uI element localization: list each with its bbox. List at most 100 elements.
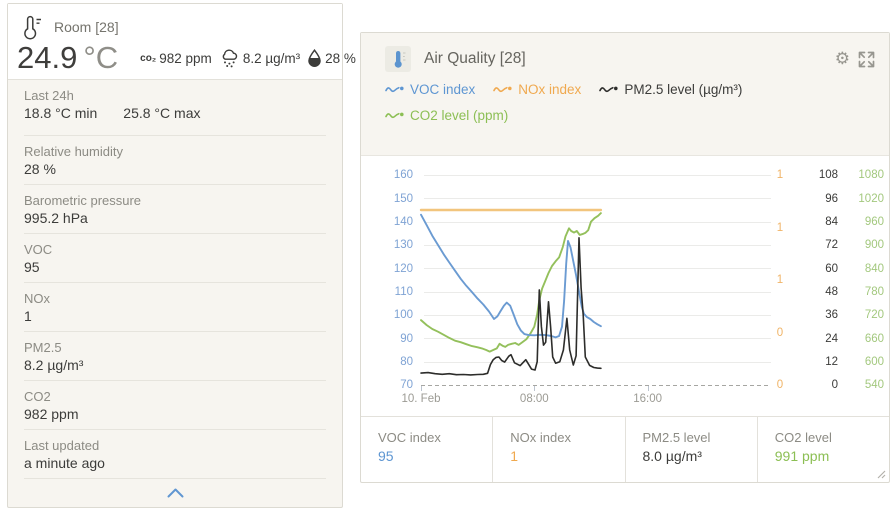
pm25-axis-tick: 12 [825,355,838,368]
summary-label: VOC index [378,430,441,446]
co2-axis-tick: 540 [864,379,884,392]
x-axis-tickmark [647,385,649,392]
co2-axis-tick: 780 [864,285,884,298]
room-stat-value: 982 ppm [159,50,212,66]
series-co2 [420,212,602,353]
detail-value: 1 [24,308,32,324]
detail-row-value: 1 [24,307,326,326]
legend-label: NOx index [518,82,582,97]
voc-axis-tick: 140 [393,215,413,228]
legend-item[interactable]: CO2 level (ppm) [385,108,508,123]
detail-row-value: 18.8 °C min 25.8 °C max [24,104,326,123]
summary-label: NOx index [510,430,571,446]
detail-value: 8.2 µg/m³ [24,357,84,373]
air-quality-chart[interactable]: 160 150 140 130 120 110 100 90 80 70 1 1 1 0 0 108 96 84 7… [361,156,889,417]
room-stat: co₂ 982 ppm [140,51,212,66]
summary-value: 991 ppm [774,448,830,465]
x-axis-tick: 10. Feb [401,393,441,406]
detail-value-max: 25.8 °C max [123,105,201,121]
legend-item[interactable]: NOx index [493,82,581,97]
co2-icon: co₂ [140,52,157,64]
detail-row-label: Relative humidity [24,144,123,159]
x-axis-tickmark [421,385,422,392]
detail-row-label: Last updated [24,438,100,453]
nox-axis-tick: 1 [776,221,784,234]
voc-axis-tick: 70 [400,379,413,392]
detail-value: 28 % [24,161,56,177]
detail-row-value: a minute ago [24,454,326,473]
voc-axis-tick: 110 [394,285,413,298]
nox-axis-tick: 0 [776,379,784,392]
legend-item[interactable]: VOC index [385,82,475,97]
pm25-axis-tick: 36 [825,309,838,322]
voc-axis-tick: 90 [400,332,413,345]
series-pm25 [420,237,602,376]
detail-row-label: Barometric pressure [24,193,142,208]
summary-cell: VOC index 95 [361,417,492,482]
x-axis-tick: 08:00 [519,393,549,406]
legend-row-1: VOC index NOx index PM2.5 level (µg/m³) [385,82,875,97]
legend-label: CO2 level (ppm) [410,108,509,123]
resize-handle[interactable] [877,470,886,479]
detail-value: 995.2 hPa [24,210,88,226]
detail-row-value: 28 % [24,160,326,179]
summary-cell: NOx index 1 [492,417,624,482]
detail-row-value: 95 [24,258,326,277]
detail-value: 95 [24,259,40,275]
summary-value: 1 [510,448,519,465]
detail-row: VOC 95 [24,234,326,283]
nox-axis-tick: 1 [776,274,784,287]
detail-row-value: 8.2 µg/m³ [24,356,326,375]
air-quality-title: Air Quality [28] [424,50,526,67]
wave-icon [493,84,513,95]
detail-row: Barometric pressure 995.2 hPa [24,185,326,234]
collapse-button[interactable] [8,479,342,507]
wave-icon [385,110,405,121]
voc-axis-tick: 100 [393,309,413,322]
room-stat: 8.2 µg/m³ [219,48,300,68]
detail-row: Relative humidity 28 % [24,136,326,185]
air-quality-header: Air Quality [28] ⚙ VOC index NOx index PM2… [361,33,889,157]
pm25-axis-tick: 108 [818,169,838,182]
detail-row: PM2.5 8.2 µg/m³ [24,332,326,381]
detail-row-label: VOC [24,242,53,257]
room-rows: Last 24h 18.8 °C min 25.8 °C max Relative h… [8,80,342,479]
co2-axis-tick: 600 [864,355,884,368]
detail-row-label: NOx [24,291,50,306]
voc-axis-tick: 160 [393,169,413,182]
co2-axis-tick: 720 [864,309,884,322]
expand-icon[interactable] [858,51,875,68]
legend-row-2: CO2 level (ppm) [385,108,875,123]
thermometer-badge-icon [385,46,411,72]
summary-label: PM2.5 level [642,430,711,446]
legend-item[interactable]: PM2.5 level (µg/m³) [599,82,742,97]
nox-axis-tick: 1 [776,169,784,182]
room-card: Room [28] 24.9 °C co₂ 982 ppm 8.2 µg/m³ 28 %… [7,3,356,508]
pm25-axis-tick: 72 [825,239,838,252]
particulate-icon [219,48,240,68]
summary-cell: PM2.5 level 8.0 µg/m³ [624,417,757,482]
voc-axis-tick: 80 [400,355,413,368]
detail-row-value: 995.2 hPa [24,209,326,228]
gear-icon[interactable]: ⚙ [834,48,850,69]
detail-value: a minute ago [24,455,105,471]
room-stat: 28 % [307,49,356,67]
detail-value: 982 ppm [24,406,79,422]
air-quality-summary: VOC index 95 NOx index 1 PM2.5 level 8.0 µg/m… [361,416,889,482]
room-inline-stats: co₂ 982 ppm 8.2 µg/m³ 28 % [140,48,356,68]
chart-plot-area[interactable] [419,175,773,389]
legend-label: PM2.5 level (µg/m³) [624,82,743,97]
detail-row: CO2 982 ppm [24,381,326,430]
co2-axis-tick: 1080 [858,169,884,182]
room-card-header: Room [28] 24.9 °C co₂ 982 ppm 8.2 µg/m³ 28 % [8,4,356,80]
pm25-axis-tick: 84 [825,215,838,228]
voc-axis-tick: 150 [393,192,413,205]
voc-axis-tick: 120 [393,262,413,275]
legend-label: VOC index [410,82,476,97]
detail-row-label: PM2.5 [24,340,62,355]
room-card-body: Last 24h 18.8 °C min 25.8 °C max Relative h… [8,80,342,507]
detail-row: Last 24h 18.8 °C min 25.8 °C max [24,80,326,136]
summary-label: CO2 level [774,430,832,446]
pm25-axis-tick: 24 [825,332,838,345]
x-axis-tickmark [534,385,536,392]
